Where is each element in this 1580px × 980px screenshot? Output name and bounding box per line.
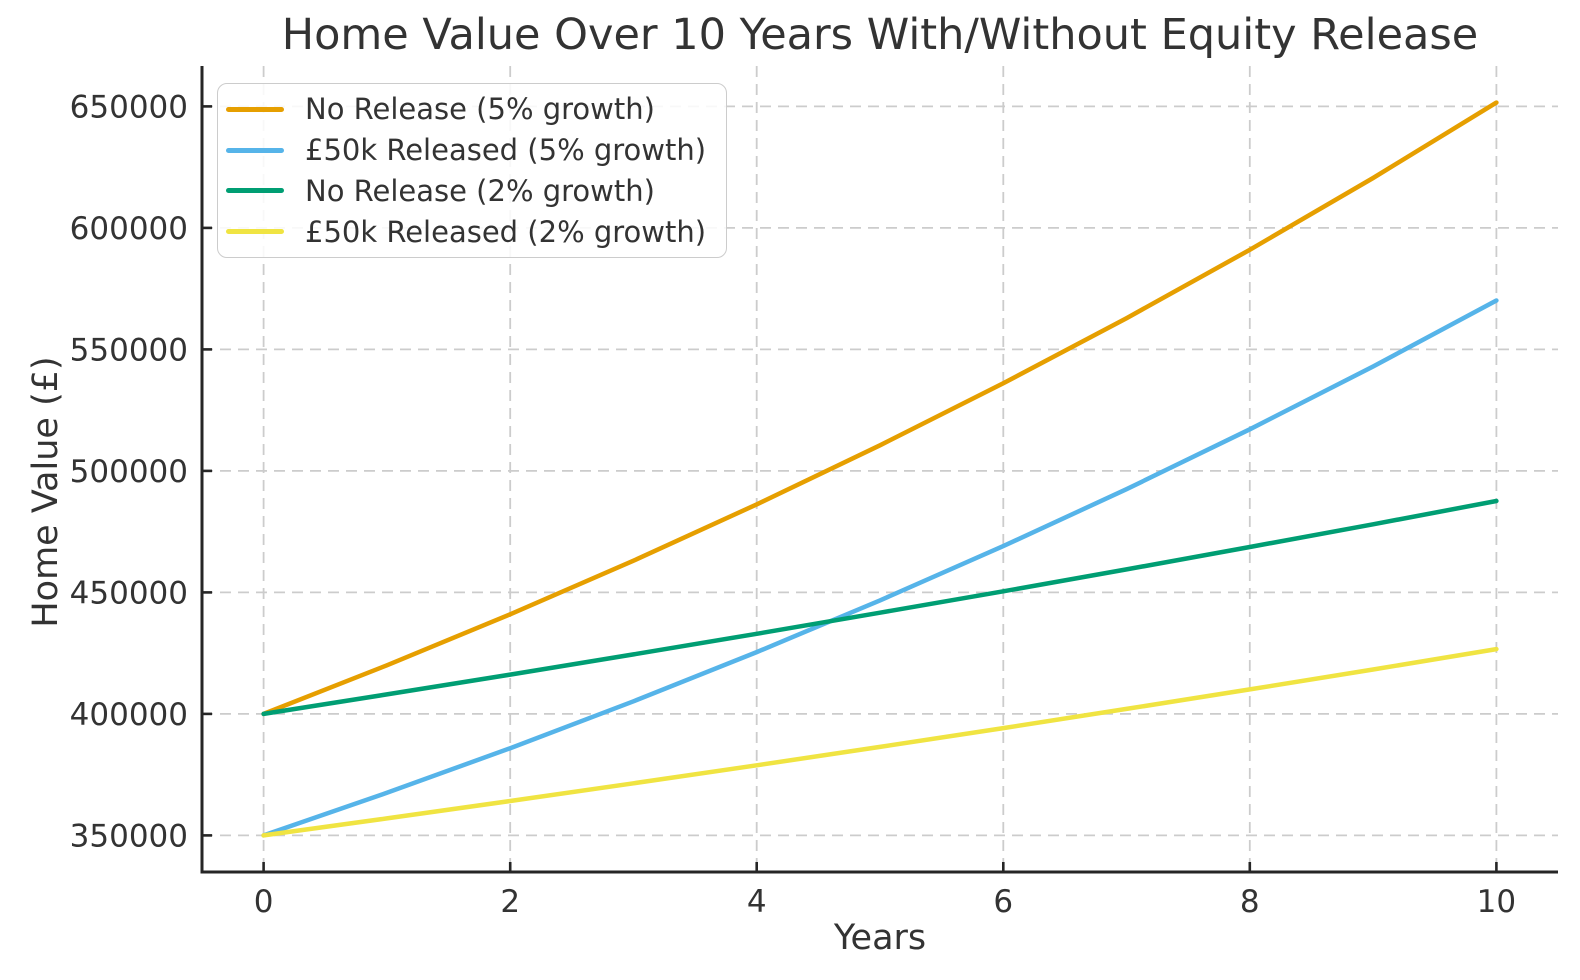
x-tick-label: 0	[254, 884, 274, 920]
y-tick-label: 400000	[70, 697, 188, 733]
legend-label: £50k Released (5% growth)	[305, 133, 707, 168]
y-tick-label: 500000	[70, 454, 188, 490]
y-tick-label: 600000	[70, 211, 188, 247]
chart-title: Home Value Over 10 Years With/Without Eq…	[281, 10, 1479, 60]
series-line-3	[261, 646, 1499, 838]
legend-line-swatch-icon	[226, 188, 284, 194]
x-tick-label: 2	[500, 884, 520, 920]
series-line-0	[261, 100, 1499, 717]
legend-label: No Release (2% growth)	[305, 173, 655, 208]
x-tick-label: 10	[1477, 884, 1516, 920]
series-line-2	[261, 498, 1499, 717]
series-line-1	[261, 298, 1499, 838]
legend-label: No Release (5% growth)	[305, 92, 655, 127]
y-axis-label: Home Value (£)	[26, 356, 66, 628]
legend-item: No Release (2% growth)	[226, 171, 706, 212]
legend: No Release (5% growth) £50k Released (5%…	[217, 83, 728, 258]
legend-line-swatch-icon	[226, 106, 284, 112]
x-tick-label: 4	[747, 884, 767, 920]
x-tick-label: 6	[993, 884, 1013, 920]
legend-item: No Release (5% growth)	[226, 89, 706, 130]
y-tick-label: 550000	[70, 332, 188, 368]
legend-line-swatch-icon	[226, 229, 284, 235]
legend-label: £50k Released (2% growth)	[305, 214, 707, 249]
legend-item: £50k Released (5% growth)	[226, 130, 706, 171]
x-tick-label: 8	[1240, 884, 1260, 920]
legend-item: £50k Released (2% growth)	[226, 211, 706, 252]
x-axis-label: Years	[833, 918, 927, 958]
legend-line-swatch-icon	[226, 147, 284, 153]
y-tick-label: 450000	[70, 575, 188, 611]
y-tick-label: 650000	[70, 89, 188, 125]
y-tick-label: 350000	[70, 818, 188, 854]
